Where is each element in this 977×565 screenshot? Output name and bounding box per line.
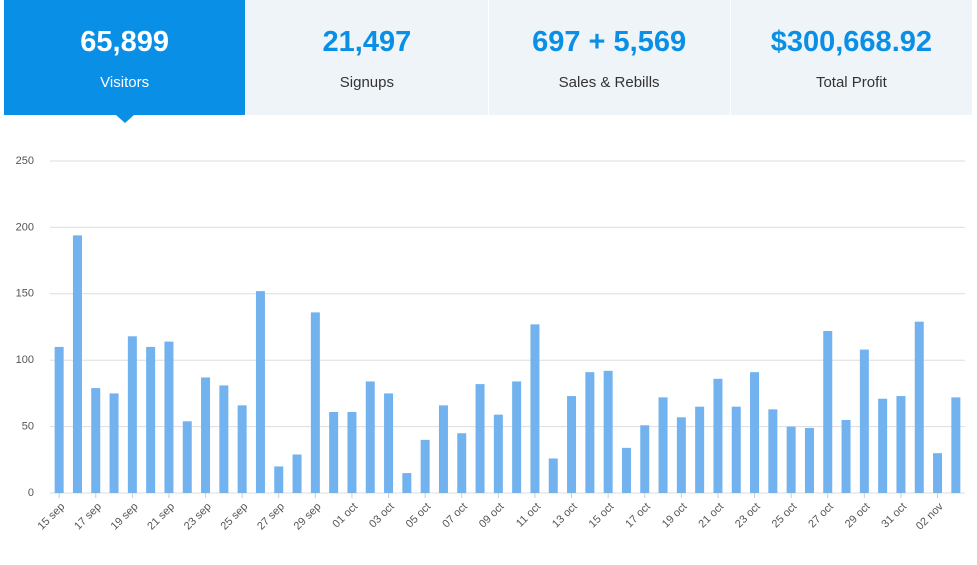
x-tick-label: 05 oct [404, 501, 434, 531]
tab[interactable]: $300,668.92 Total Profit [730, 0, 973, 115]
bar [402, 473, 412, 493]
bar [567, 396, 577, 493]
bar [255, 291, 265, 493]
bar [146, 346, 156, 493]
tab[interactable]: 65,899 Visitors [4, 0, 247, 123]
bar [475, 384, 485, 493]
bar [823, 330, 833, 493]
x-tick-label: 23 oct [733, 501, 763, 531]
bar [914, 321, 924, 493]
stat-tabs: 65,899 Visitors 21,497 Signups 697 + 5,569… [4, 0, 973, 123]
x-tick-label: 31 oct [879, 501, 909, 531]
tab-label: Visitors [100, 74, 150, 91]
x-tick-label: 25 oct [770, 501, 800, 531]
tab-label: Signups [339, 74, 394, 91]
bar [127, 336, 137, 493]
bar [457, 433, 467, 493]
bar [878, 398, 888, 493]
y-tick-label: 50 [22, 421, 34, 433]
bar [72, 235, 82, 494]
bar [640, 425, 650, 493]
bar [768, 409, 778, 493]
y-tick-label: 0 [28, 487, 34, 499]
x-tick-label: 29 sep [292, 501, 324, 533]
bar [695, 406, 705, 493]
bar [951, 397, 961, 493]
bar [438, 405, 448, 493]
bar [237, 405, 247, 493]
x-tick-label: 23 sep [182, 501, 214, 533]
tab-value: 21,497 [322, 26, 412, 58]
x-tick-label: 02 nov [914, 500, 946, 532]
tab-value: $300,668.92 [770, 26, 933, 58]
bar [896, 396, 906, 493]
x-tick-label: 11 oct [514, 501, 543, 530]
bar [292, 454, 302, 493]
bar [493, 414, 503, 493]
bar [750, 372, 760, 493]
bar [731, 406, 741, 493]
x-tick-label: 27 sep [255, 501, 287, 533]
x-tick-label: 19 sep [109, 501, 141, 533]
x-tick-label: 29 oct [843, 501, 873, 531]
bar [274, 466, 284, 493]
y-tick-label: 250 [16, 155, 34, 167]
tab[interactable]: 21,497 Signups [246, 0, 489, 115]
bar [219, 385, 229, 493]
bar [182, 421, 192, 493]
x-tick-label: 15 oct [587, 501, 617, 531]
bar [786, 426, 796, 493]
x-tick-label: 17 oct [623, 501, 653, 531]
bar [91, 388, 101, 493]
bar [164, 341, 174, 493]
bar [841, 419, 851, 493]
bar [676, 417, 686, 493]
x-tick-label: 03 oct [367, 501, 397, 531]
bar [109, 393, 119, 493]
x-tick-label: 13 oct [550, 501, 580, 531]
x-tick-label: 25 sep [218, 501, 250, 533]
x-tick-label: 07 oct [440, 501, 470, 531]
x-tick-label: 17 sep [72, 501, 104, 533]
bar [347, 411, 357, 493]
x-tick-label: 01 oct [330, 501, 360, 531]
x-tick-label: 27 oct [806, 501, 836, 531]
tab[interactable]: 697 + 5,569 Sales & Rebills [488, 0, 731, 115]
tab-label: Sales & Rebills [558, 74, 660, 91]
bar [512, 381, 522, 493]
x-tick-label: 15 sep [35, 501, 67, 533]
y-tick-label: 100 [16, 354, 34, 366]
y-tick-label: 150 [16, 288, 34, 300]
tab-label: Total Profit [815, 74, 887, 91]
bar [201, 377, 211, 493]
bar [603, 370, 613, 493]
bar [804, 427, 814, 493]
bar [933, 453, 943, 493]
x-tick-label: 09 oct [477, 501, 507, 531]
y-tick-label: 200 [16, 221, 34, 233]
bar [859, 349, 869, 493]
bar [310, 312, 320, 493]
x-tick-label: 21 sep [145, 501, 177, 533]
bar [658, 397, 668, 493]
bar [585, 372, 595, 493]
bar [329, 411, 339, 493]
bar [530, 324, 540, 493]
tab-value: 65,899 [80, 26, 169, 58]
bar [713, 378, 723, 493]
x-tick-label: 19 oct [660, 501, 690, 531]
bar [384, 393, 394, 493]
bar [621, 447, 631, 493]
tab-value: 697 + 5,569 [532, 26, 687, 58]
bar [54, 346, 64, 493]
x-tick-label: 21 oct [696, 501, 726, 531]
bar [420, 439, 430, 493]
bar [548, 458, 558, 493]
bar [365, 381, 375, 493]
